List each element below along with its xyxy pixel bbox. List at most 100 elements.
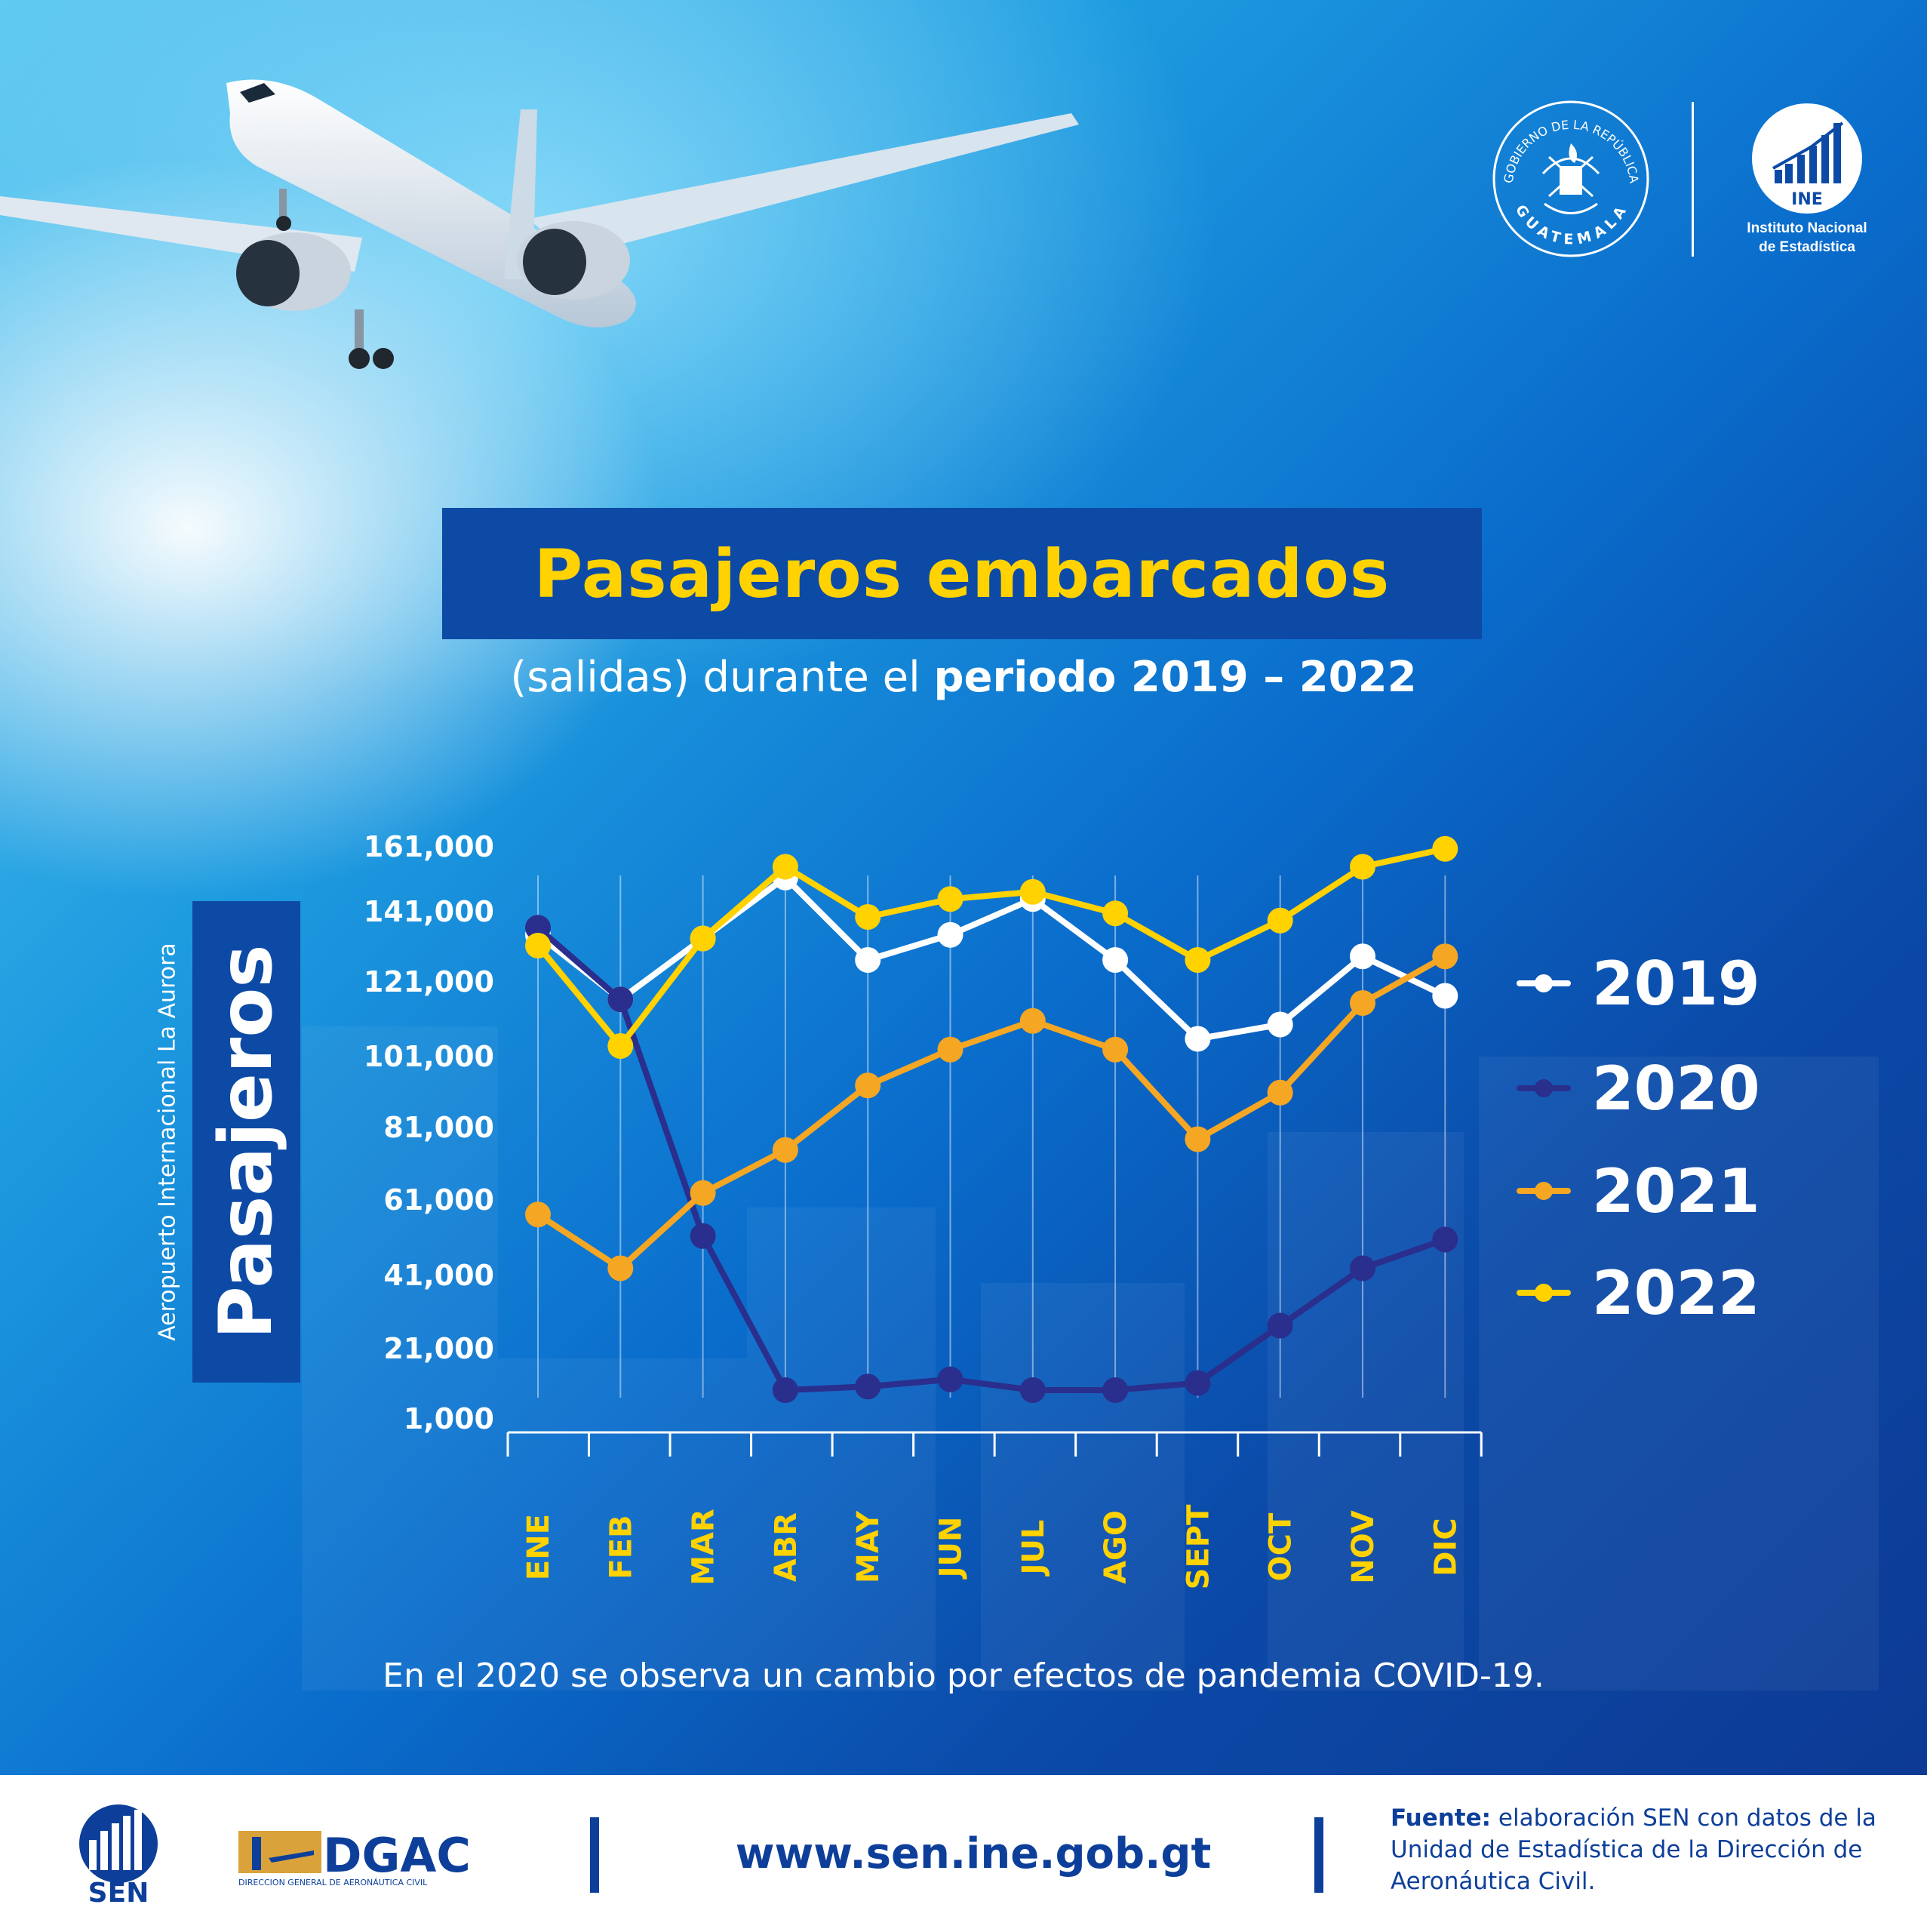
x-tick-label: MAR bbox=[687, 1509, 721, 1586]
chart-note: En el 2020 se observa un cambio por efec… bbox=[383, 1657, 1544, 1695]
page-title: Pasajeros embarcados bbox=[533, 534, 1391, 613]
x-tick-label: AGO bbox=[1099, 1510, 1133, 1584]
series-2021 bbox=[525, 943, 1458, 1281]
footer-divider bbox=[590, 1817, 599, 1893]
data-point-2020 bbox=[1350, 1255, 1375, 1281]
ine-caption: Instituto Nacional de Estadística bbox=[1713, 219, 1901, 257]
series-line-2019 bbox=[535, 874, 1449, 1042]
data-point-2021 bbox=[1185, 1126, 1211, 1152]
data-point-2019 bbox=[1432, 983, 1458, 1009]
logo-divider bbox=[1692, 102, 1694, 257]
legend-label: 2019 bbox=[1592, 948, 1760, 1019]
decorative-bar bbox=[302, 1026, 498, 1690]
guatemala-government-seal-logo: GOBIERNO DE LA REPÚBLICA GUATEMALA bbox=[1492, 100, 1649, 257]
data-point-2019 bbox=[937, 921, 963, 948]
y-tick-label: 161,000 bbox=[364, 830, 494, 863]
data-point-2020 bbox=[1432, 1226, 1458, 1253]
svg-text:DIRECCION GENERAL DE AERONÁUTI: DIRECCION GENERAL DE AERONÁUTICA CIVIL bbox=[238, 1878, 428, 1887]
series-2020 bbox=[525, 915, 1458, 1403]
x-tick-label: JUN bbox=[934, 1517, 969, 1580]
x-tick-label: FEB bbox=[604, 1515, 638, 1579]
svg-text:INE: INE bbox=[1791, 190, 1823, 209]
series-2022 bbox=[525, 835, 1458, 1059]
y-tick-label: 61,000 bbox=[383, 1183, 494, 1217]
data-point-2022 bbox=[1350, 854, 1375, 880]
x-tick-label: DIC bbox=[1428, 1518, 1463, 1576]
sen-logo: SEN bbox=[79, 1804, 158, 1908]
data-point-2022 bbox=[855, 904, 881, 930]
data-point-2020 bbox=[937, 1366, 963, 1392]
decorative-bar bbox=[1268, 1132, 1464, 1690]
airplane-illustration bbox=[0, 79, 1079, 369]
data-point-2019 bbox=[1185, 1026, 1211, 1052]
data-point-2021 bbox=[1267, 1079, 1293, 1106]
decorative-bar bbox=[1479, 1057, 1879, 1690]
data-point-2022 bbox=[1267, 907, 1293, 934]
legend-item-2021: 2021 bbox=[1517, 1155, 1760, 1226]
x-tick-label: OCT bbox=[1264, 1512, 1298, 1581]
sky-background bbox=[0, 0, 1927, 1775]
data-point-2021 bbox=[1019, 1008, 1046, 1034]
data-point-2020 bbox=[1019, 1377, 1046, 1403]
subtitle-bold: periodo 2019 – 2022 bbox=[933, 653, 1417, 702]
data-point-2020 bbox=[772, 1377, 798, 1403]
data-point-2021 bbox=[937, 1036, 963, 1063]
y-tick-label: 81,000 bbox=[383, 1111, 494, 1144]
data-point-2021 bbox=[690, 1180, 716, 1206]
data-point-2021 bbox=[855, 1072, 881, 1099]
data-point-2020 bbox=[607, 986, 634, 1013]
data-point-2021 bbox=[772, 1137, 798, 1163]
y-tick-label: 1,000 bbox=[404, 1402, 494, 1435]
decorative-bar bbox=[981, 1283, 1185, 1690]
legend-item-2019: 2019 bbox=[1517, 948, 1760, 1019]
x-tick-label: ENE bbox=[521, 1514, 556, 1580]
legend-swatch bbox=[1517, 1079, 1571, 1097]
data-point-2022 bbox=[937, 886, 963, 912]
svg-text:DGAC: DGAC bbox=[323, 1828, 471, 1883]
x-tick-label: JUL bbox=[1016, 1520, 1051, 1577]
data-point-2020 bbox=[855, 1374, 881, 1400]
decorative-bar bbox=[747, 1208, 936, 1690]
data-point-2021 bbox=[525, 1201, 551, 1228]
decorative-bar bbox=[498, 1358, 747, 1690]
ine-caption-line: de Estadística bbox=[1759, 239, 1855, 255]
data-point-2020 bbox=[1267, 1312, 1293, 1339]
line-chart: 1,000 21,000 41,000 61,000 81,000 101,000 121,… bbox=[364, 830, 1464, 1590]
x-tick-label: ABR bbox=[769, 1512, 804, 1582]
data-point-2019 bbox=[1350, 943, 1375, 970]
legend-label: 2022 bbox=[1592, 1257, 1760, 1328]
subtitle: (salidas) durante el periodo 2019 – 2022 bbox=[0, 653, 1927, 702]
data-point-2020 bbox=[525, 915, 551, 941]
data-point-2022 bbox=[690, 925, 716, 952]
x-tick-label: SEPT bbox=[1181, 1504, 1216, 1589]
data-point-2019 bbox=[855, 947, 881, 973]
svg-text:SEN: SEN bbox=[88, 1878, 149, 1908]
footer-divider bbox=[1314, 1817, 1323, 1893]
y-tick-label: 21,000 bbox=[383, 1332, 494, 1365]
title-banner: Pasajeros embarcados bbox=[442, 508, 1482, 639]
legend-swatch bbox=[1517, 974, 1571, 992]
y-tick-label: 41,000 bbox=[383, 1259, 494, 1292]
source-text: elaboración SEN con datos de la Unidad d… bbox=[1391, 1804, 1876, 1895]
data-point-2022 bbox=[1019, 878, 1046, 905]
data-point-2022 bbox=[1185, 947, 1211, 973]
source-label: Fuente: bbox=[1391, 1804, 1492, 1832]
ine-caption-line: Instituto Nacional bbox=[1747, 220, 1867, 236]
website-link[interactable]: www.sen.ine.gob.gt bbox=[735, 1829, 1212, 1878]
dgac-logo: DGAC DIRECCION GENERAL DE AERONÁUTICA CI… bbox=[238, 1828, 471, 1887]
subtitle-regular: (salidas) durante el bbox=[510, 653, 934, 702]
data-point-2020 bbox=[690, 1223, 716, 1249]
data-point-2021 bbox=[1102, 1036, 1129, 1063]
data-point-2020 bbox=[1102, 1377, 1129, 1403]
data-point-2022 bbox=[1102, 900, 1129, 927]
data-point-2022 bbox=[525, 933, 551, 958]
legend-label: 2021 bbox=[1592, 1155, 1760, 1226]
x-tick-label: NOV bbox=[1346, 1510, 1381, 1583]
legend-item-2022: 2022 bbox=[1517, 1257, 1760, 1328]
data-point-2021 bbox=[607, 1255, 634, 1281]
series-line-2021 bbox=[535, 953, 1449, 1272]
legend-item-2020: 2020 bbox=[1517, 1054, 1760, 1124]
data-point-2019 bbox=[1102, 947, 1129, 973]
y-tick-label: 101,000 bbox=[364, 1040, 494, 1073]
data-point-2021 bbox=[1350, 990, 1375, 1016]
